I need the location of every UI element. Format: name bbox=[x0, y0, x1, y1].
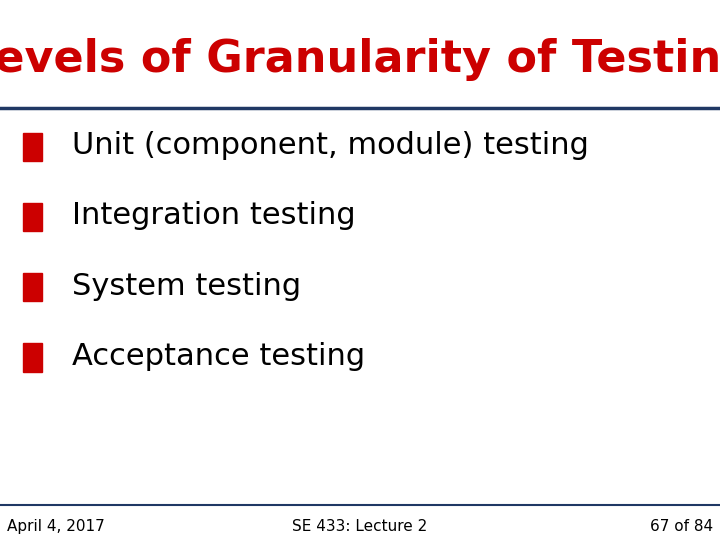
Text: 67 of 84: 67 of 84 bbox=[649, 519, 713, 534]
FancyBboxPatch shape bbox=[23, 203, 42, 231]
FancyBboxPatch shape bbox=[23, 273, 42, 301]
FancyBboxPatch shape bbox=[23, 133, 42, 161]
Text: April 4, 2017: April 4, 2017 bbox=[7, 519, 105, 534]
FancyBboxPatch shape bbox=[23, 343, 42, 372]
Text: System testing: System testing bbox=[72, 272, 301, 301]
Text: Integration testing: Integration testing bbox=[72, 201, 356, 231]
Text: Unit (component, module) testing: Unit (component, module) testing bbox=[72, 131, 589, 160]
Text: SE 433: Lecture 2: SE 433: Lecture 2 bbox=[292, 519, 428, 534]
Text: Acceptance testing: Acceptance testing bbox=[72, 342, 365, 371]
Text: Levels of Granularity of Testing: Levels of Granularity of Testing bbox=[0, 38, 720, 81]
